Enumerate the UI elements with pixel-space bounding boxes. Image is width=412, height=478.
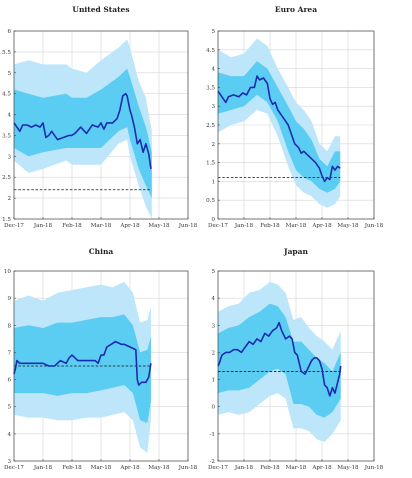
x-tick-label: Jan-18	[33, 223, 53, 229]
y-tick-label: 3	[7, 459, 11, 465]
y-tick-label: 2.5	[2, 175, 11, 181]
y-tick-label: 5	[211, 29, 215, 35]
y-tick-label: 7	[7, 350, 11, 356]
x-tick-label: Jun-18	[178, 223, 198, 229]
chart-panel-china: Dec-17 Jan-18 Feb-18 Mar-18 Apr-18 May-18 Jun-…	[4, 247, 198, 471]
y-tick-label: 0	[211, 405, 215, 411]
y-tick-label: 3.5	[206, 85, 215, 91]
chart-title: Euro Area	[275, 5, 317, 14]
x-tick-label: May-18	[148, 223, 170, 229]
x-tick-label: Jun-18	[364, 465, 384, 471]
y-tick-label: 6	[7, 378, 11, 384]
x-tick-label: Feb-18	[260, 223, 280, 229]
x-tick-label: Jan-18	[33, 465, 53, 471]
y-tick-label: 0.5	[206, 198, 215, 204]
x-tick-label: Jan-18	[234, 465, 254, 471]
y-tick-label: 6	[7, 29, 11, 35]
chart-panel-euro-area: Dec-17 Jan-18 Feb-18 Mar-18 Apr-18 May-18 Jun-…	[206, 5, 384, 229]
y-tick-label: 4	[211, 67, 215, 73]
x-tick-label: Feb-18	[62, 465, 82, 471]
series-line	[217, 75, 341, 183]
x-tick-label: Feb-18	[62, 223, 82, 229]
x-tick-label: Apr-18	[119, 223, 140, 229]
x-tick-label: Mar-18	[91, 465, 112, 471]
y-tick-label: 0	[211, 217, 215, 223]
y-tick-label: 3	[211, 323, 215, 329]
x-tick-label: Dec-17	[208, 223, 228, 229]
y-tick-label: 5	[211, 269, 215, 275]
y-tick-label: 3.5	[2, 133, 11, 139]
chart-panel-japan: Dec-17 Jan-18 Feb-18 Mar-18 Apr-18 May-18 Jun-…	[208, 247, 384, 471]
x-tick-label: Mar-18	[91, 223, 112, 229]
y-tick-label: 10	[4, 269, 12, 275]
x-tick-label: May-18	[148, 465, 170, 471]
chart-title: China	[89, 247, 114, 256]
x-tick-label: Dec-17	[4, 223, 24, 229]
x-tick-label: Apr-18	[311, 223, 332, 229]
y-tick-label: 5	[7, 405, 11, 411]
y-tick-label: 1.5	[2, 217, 11, 223]
y-tick-label: 2.5	[206, 123, 215, 129]
series-line	[217, 321, 342, 397]
y-tick-label: 2	[7, 196, 11, 202]
x-tick-label: Feb-18	[260, 465, 280, 471]
y-tick-label: 4	[7, 113, 11, 119]
chart-title: United States	[72, 5, 129, 14]
x-tick-label: Mar-18	[286, 223, 307, 229]
y-tick-label: 4	[211, 296, 215, 302]
chart-title: Japan	[283, 247, 309, 256]
x-tick-label: Dec-17	[208, 465, 228, 471]
y-tick-label: 4.5	[206, 48, 215, 54]
y-tick-label: -2	[210, 459, 216, 465]
inner-confidence-band	[218, 303, 341, 418]
x-tick-label: Apr-18	[311, 465, 332, 471]
inner-confidence-band	[218, 61, 341, 193]
x-tick-label: May-18	[337, 223, 359, 229]
y-tick-label: 2	[211, 350, 215, 356]
x-tick-label: Apr-18	[119, 465, 140, 471]
y-tick-label: 3	[211, 104, 215, 110]
y-tick-label: 5.5	[2, 50, 11, 56]
x-tick-label: Jun-18	[178, 465, 198, 471]
y-tick-label: 2	[211, 142, 215, 148]
y-tick-label: 3	[7, 154, 11, 160]
y-tick-label: -1	[210, 432, 215, 438]
y-tick-label: 9	[7, 296, 11, 302]
series-line	[13, 340, 152, 386]
series-line	[13, 92, 152, 170]
y-tick-label: 4.5	[2, 92, 11, 98]
y-tick-label: 1.5	[206, 161, 215, 167]
y-tick-label: 1	[211, 179, 215, 185]
y-tick-label: 8	[7, 323, 11, 329]
x-tick-label: Jan-18	[234, 223, 254, 229]
x-tick-label: Mar-18	[286, 465, 307, 471]
x-tick-label: Dec-17	[4, 465, 24, 471]
y-tick-label: 4	[7, 432, 11, 438]
x-tick-label: May-18	[337, 465, 359, 471]
chart-panel-united-states: Dec-17 Jan-18 Feb-18 Mar-18 Apr-18 May-18 Jun-…	[2, 5, 198, 229]
inner-confidence-band	[14, 68, 152, 199]
y-tick-label: 5	[7, 71, 11, 77]
y-tick-label: 1	[211, 378, 215, 384]
x-tick-label: Jun-18	[364, 223, 384, 229]
